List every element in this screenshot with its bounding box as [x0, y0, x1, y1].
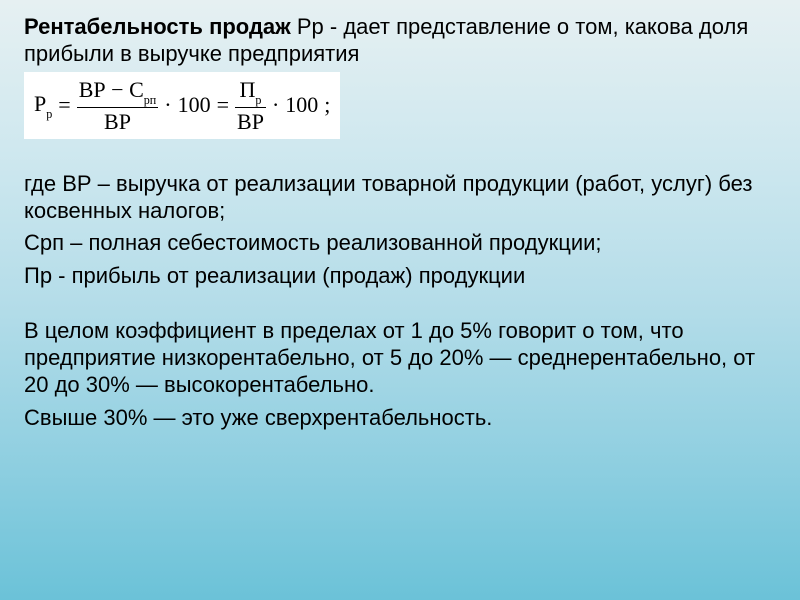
- title-bold: Рентабельность продаж: [24, 14, 291, 39]
- dot1: ·: [164, 94, 171, 116]
- frac1-num-a: ВР: [79, 77, 106, 102]
- frac2-num: Пр: [238, 78, 264, 105]
- fraction-2: Пр ВР: [235, 78, 266, 133]
- spacer-1: [24, 149, 776, 171]
- body-2: Свыше 30% — это уже сверхрентабельность.: [24, 405, 776, 432]
- spacer-2: [24, 296, 776, 318]
- formula-box: Рр = ВР − Срп ВР · 100 = Пр ВР · 100 ;: [24, 72, 340, 139]
- frac2-den: ВР: [235, 110, 266, 133]
- body-1: В целом коэффициент в пределах от 1 до 5…: [24, 318, 776, 398]
- frac1-den: ВР: [102, 110, 133, 133]
- defs-1: где ВР – выручка от реализации товарной …: [24, 171, 776, 225]
- fraction-1: ВР − Срп ВР: [77, 78, 159, 133]
- formula-lhs: Рр: [34, 93, 52, 118]
- formula-tail: ;: [324, 94, 330, 116]
- frac2-num-sub: р: [255, 93, 261, 107]
- frac1-minus: −: [106, 77, 129, 102]
- slide: Рентабельность продаж Рр - дает представ…: [0, 0, 800, 600]
- frac1-num-b-sub: рп: [144, 93, 157, 107]
- hundred2: 100: [285, 94, 318, 116]
- lhs-sub: р: [46, 107, 52, 121]
- hundred1: 100: [178, 94, 211, 116]
- frac2-bar: [235, 107, 266, 108]
- frac1-num-b: С: [129, 77, 144, 102]
- frac1-num: ВР − Срп: [77, 78, 159, 105]
- defs-3: Пр - прибыль от реализации (продаж) прод…: [24, 263, 776, 290]
- defs-2: Срп – полная себестоимость реализованной…: [24, 230, 776, 257]
- eq1: =: [58, 94, 70, 116]
- lhs-base: Р: [34, 91, 46, 116]
- formula-row: Рр = ВР − Срп ВР · 100 = Пр ВР · 100 ;: [34, 78, 330, 133]
- title-paragraph: Рентабельность продаж Рр - дает представ…: [24, 14, 776, 68]
- eq2: =: [217, 94, 229, 116]
- frac2-num-base: П: [240, 77, 256, 102]
- dot2: ·: [272, 94, 279, 116]
